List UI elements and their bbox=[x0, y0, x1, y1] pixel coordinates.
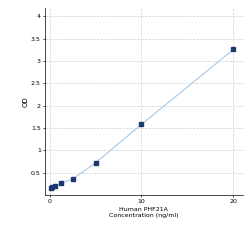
X-axis label: Human PHF21A
Concentration (ng/ml): Human PHF21A Concentration (ng/ml) bbox=[109, 207, 178, 218]
Y-axis label: OD: OD bbox=[22, 96, 28, 106]
